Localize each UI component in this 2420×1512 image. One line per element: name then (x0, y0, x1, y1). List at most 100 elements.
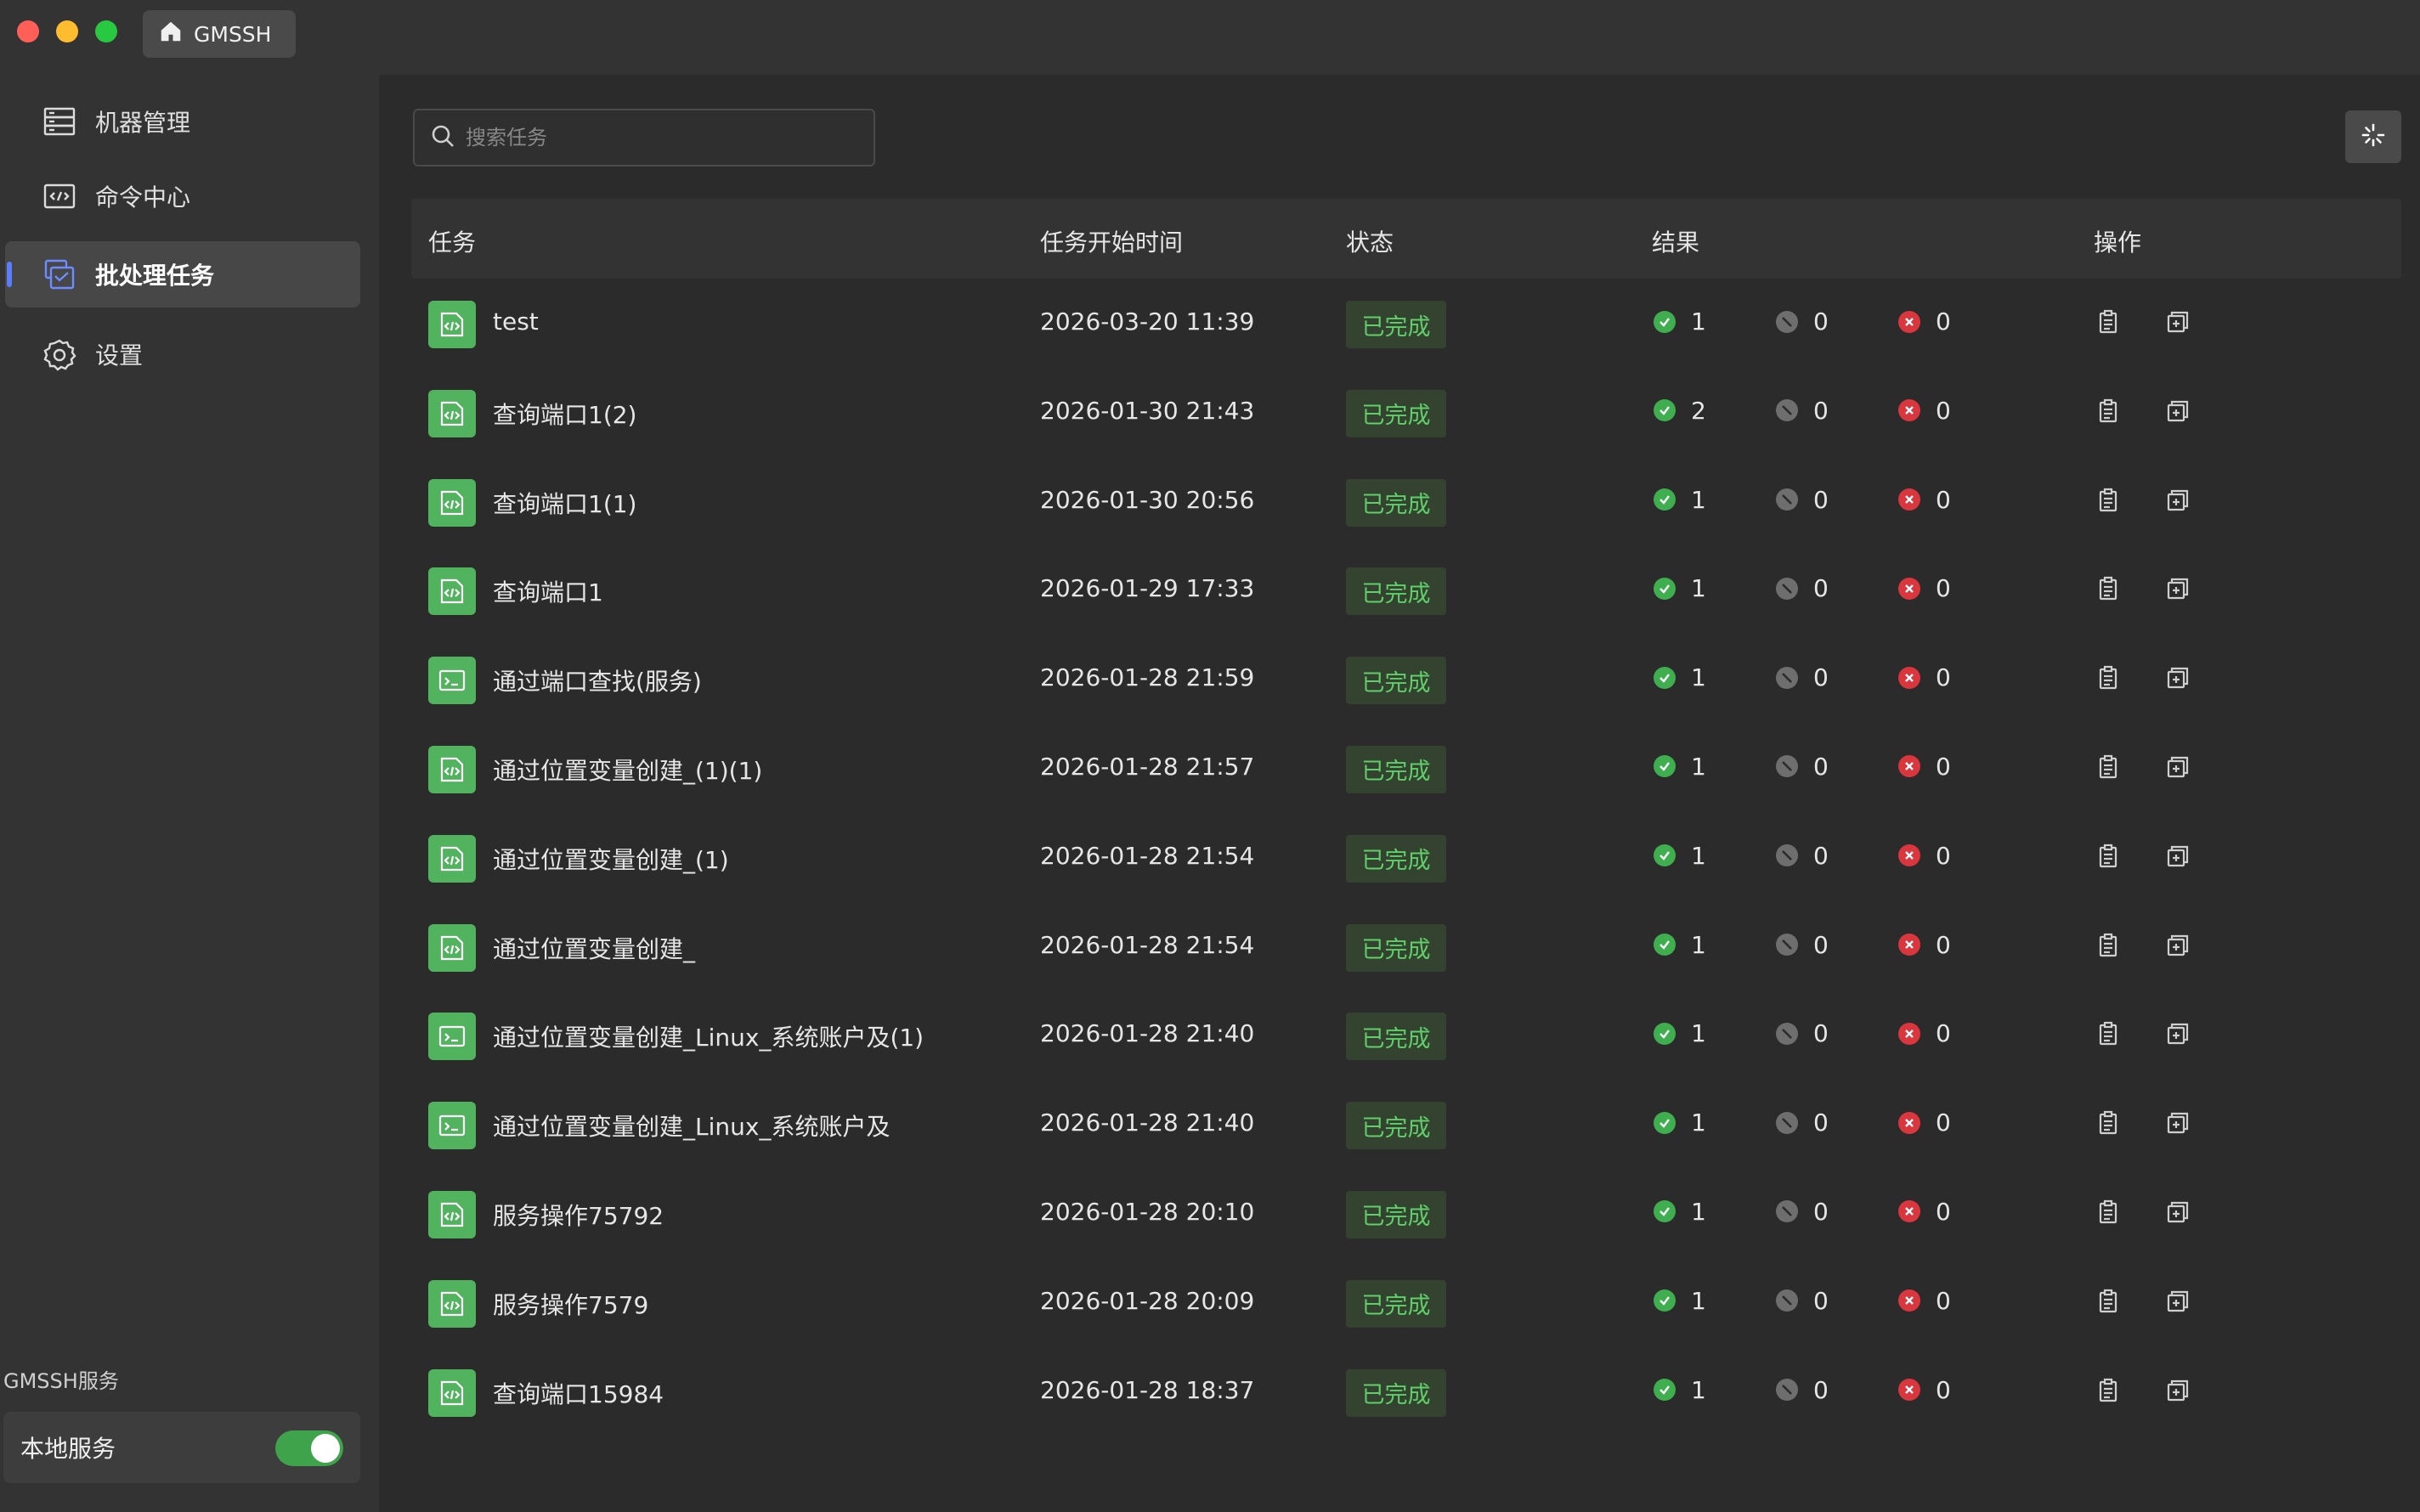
clipboard-icon (2095, 488, 2121, 516)
view-log-button[interactable] (2094, 665, 2123, 694)
result-skipped: 0 (1776, 1376, 1829, 1404)
table-row[interactable]: 通过位置变量创建_(1) 2026-01-28 21:54 已完成 1 0 0 (411, 813, 2401, 902)
task-name[interactable]: test (493, 307, 539, 336)
close-window-button[interactable] (17, 20, 39, 42)
task-start-time: 2026-01-29 17:33 (1040, 574, 1255, 603)
status-badge: 已完成 (1346, 745, 1446, 793)
copy-add-icon (2165, 933, 2191, 962)
task-name[interactable]: 通过位置变量创建_ (493, 934, 696, 963)
local-service-toggle[interactable] (275, 1430, 343, 1466)
duplicate-task-button[interactable] (2163, 1021, 2192, 1050)
view-log-button[interactable] (2094, 488, 2123, 516)
duplicate-task-button[interactable] (2163, 309, 2192, 338)
task-name[interactable]: 通过位置变量创建_(1)(1) (493, 756, 763, 785)
view-log-button[interactable] (2094, 1021, 2123, 1050)
error-circle-icon (1898, 310, 1920, 333)
status-badge: 已完成 (1346, 1368, 1446, 1417)
result-success: 2 (1654, 397, 1706, 425)
toggle-knob (311, 1434, 340, 1463)
view-log-button[interactable] (2094, 1378, 2123, 1407)
main-content: 任务 任务开始时间 状态 结果 操作 test 2026-03-20 11:39… (379, 75, 2420, 1512)
result-skipped: 0 (1776, 1287, 1829, 1315)
check-circle-icon (1654, 399, 1676, 422)
task-name[interactable]: 服务操作75792 (493, 1201, 664, 1230)
result-success: 1 (1654, 1198, 1706, 1226)
minimize-window-button[interactable] (56, 20, 78, 42)
clipboard-icon (2095, 1378, 2121, 1407)
error-circle-icon (1898, 755, 1920, 778)
skip-circle-icon (1776, 577, 1798, 600)
sidebar-item-settings[interactable]: 设置 (5, 321, 360, 387)
table-row[interactable]: 服务操作7579 2026-01-28 20:09 已完成 1 0 0 (411, 1258, 2401, 1347)
duplicate-task-button[interactable] (2163, 1110, 2192, 1139)
table-row[interactable]: 通过端口查找(服务) 2026-01-28 21:59 已完成 1 0 0 (411, 635, 2401, 724)
duplicate-task-button[interactable] (2163, 754, 2192, 783)
view-log-button[interactable] (2094, 576, 2123, 605)
view-log-button[interactable] (2094, 933, 2123, 962)
duplicate-task-button[interactable] (2163, 1289, 2192, 1317)
duplicate-task-button[interactable] (2163, 843, 2192, 872)
table-row[interactable]: 查询端口1 2026-01-29 17:33 已完成 1 0 0 (411, 545, 2401, 635)
search-box[interactable] (413, 109, 875, 166)
view-log-button[interactable] (2094, 1289, 2123, 1317)
sidebar-item-batch-tasks[interactable]: 批处理任务 (5, 241, 360, 307)
check-circle-icon (1654, 1200, 1676, 1223)
table-row[interactable]: 查询端口15984 2026-01-28 18:37 已完成 1 0 0 (411, 1347, 2401, 1436)
table-row[interactable]: 查询端口1(1) 2026-01-30 20:56 已完成 1 0 0 (411, 457, 2401, 546)
task-name[interactable]: 查询端口1 (493, 578, 603, 607)
result-success: 1 (1654, 1376, 1706, 1404)
table-row[interactable]: 通过位置变量创建_Linux_系统账户及(1) 2026-01-28 21:40… (411, 990, 2401, 1080)
terminal-icon (428, 657, 476, 705)
duplicate-task-button[interactable] (2163, 665, 2192, 694)
duplicate-task-button[interactable] (2163, 933, 2192, 962)
duplicate-task-button[interactable] (2163, 488, 2192, 516)
task-name[interactable]: 查询端口1(2) (493, 400, 637, 429)
error-circle-icon (1898, 844, 1920, 867)
duplicate-task-button[interactable] (2163, 576, 2192, 605)
code-file-icon (428, 478, 476, 527)
task-name[interactable]: 通过位置变量创建_Linux_系统账户及 (493, 1113, 891, 1142)
maximize-window-button[interactable] (95, 20, 117, 42)
result-success: 1 (1654, 574, 1706, 602)
search-input[interactable] (466, 126, 857, 150)
result-success: 1 (1654, 1287, 1706, 1315)
view-log-button[interactable] (2094, 398, 2123, 427)
task-name[interactable]: 服务操作7579 (493, 1290, 649, 1319)
table-row[interactable]: 通过位置变量创建_(1)(1) 2026-01-28 21:57 已完成 1 0… (411, 724, 2401, 813)
view-log-button[interactable] (2094, 843, 2123, 872)
duplicate-task-button[interactable] (2163, 1199, 2192, 1228)
result-success: 1 (1654, 486, 1706, 514)
result-skipped: 0 (1776, 931, 1829, 959)
success-count: 1 (1691, 1286, 1706, 1315)
table-row[interactable]: test 2026-03-20 11:39 已完成 1 0 0 (411, 279, 2401, 368)
check-circle-icon (1654, 1289, 1676, 1312)
view-log-button[interactable] (2094, 1199, 2123, 1228)
skip-circle-icon (1776, 488, 1798, 511)
task-name[interactable]: 通过端口查找(服务) (493, 668, 702, 697)
check-circle-icon (1654, 488, 1676, 511)
task-name[interactable]: 查询端口15984 (493, 1379, 664, 1408)
status-badge: 已完成 (1346, 301, 1446, 348)
view-log-button[interactable] (2094, 1110, 2123, 1139)
table-row[interactable]: 服务操作75792 2026-01-28 20:10 已完成 1 0 0 (411, 1169, 2401, 1258)
task-start-time: 2026-03-20 11:39 (1040, 307, 1255, 336)
app-tab[interactable]: GMSSH (143, 10, 296, 58)
view-log-button[interactable] (2094, 754, 2123, 783)
table-row[interactable]: 查询端口1(2) 2026-01-30 21:43 已完成 2 0 0 (411, 368, 2401, 457)
sidebar-item-machines[interactable]: 机器管理 (5, 88, 360, 155)
success-count: 1 (1691, 1109, 1706, 1137)
task-name[interactable]: 查询端口1(1) (493, 489, 637, 518)
task-name[interactable]: 通过位置变量创建_Linux_系统账户及(1) (493, 1024, 924, 1052)
skipped-count: 0 (1813, 663, 1829, 692)
view-log-button[interactable] (2094, 309, 2123, 338)
table-row[interactable]: 通过位置变量创建_Linux_系统账户及 2026-01-28 21:40 已完… (411, 1080, 2401, 1169)
duplicate-task-button[interactable] (2163, 398, 2192, 427)
table-row[interactable]: 通过位置变量创建_ 2026-01-28 21:54 已完成 1 0 0 (411, 902, 2401, 991)
task-name[interactable]: 通过位置变量创建_(1) (493, 845, 729, 874)
duplicate-task-button[interactable] (2163, 1378, 2192, 1407)
success-count: 1 (1691, 930, 1706, 959)
failed-count: 0 (1936, 1197, 1951, 1226)
sidebar-item-command-center[interactable]: 命令中心 (5, 163, 360, 229)
refresh-button[interactable] (2345, 110, 2401, 163)
error-circle-icon (1898, 577, 1920, 600)
